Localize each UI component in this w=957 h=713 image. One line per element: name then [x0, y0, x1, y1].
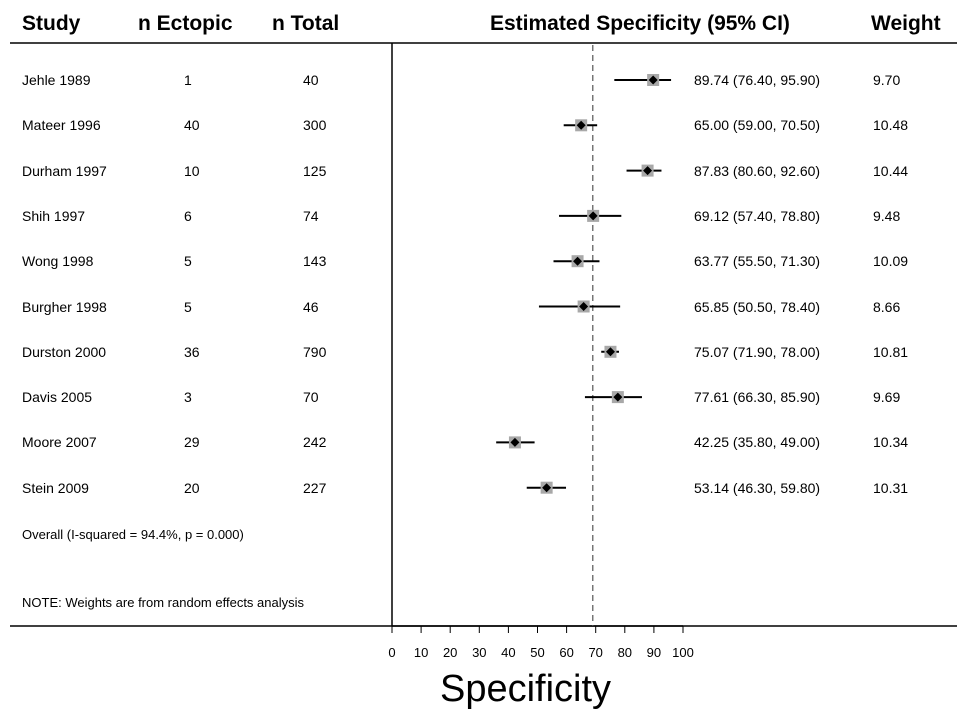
header-n-ectopic: n Ectopic: [138, 12, 233, 35]
study-name: Jehle 1989: [22, 72, 91, 88]
header-estimate: Estimated Specificity (95% CI): [490, 12, 790, 35]
study-name: Stein 2009: [22, 479, 89, 496]
weight-value: 10.09: [873, 253, 909, 270]
header-study: Study: [22, 12, 81, 35]
point-estimate: [643, 166, 653, 176]
study-name: Burgher 1998: [22, 298, 107, 315]
ci-text: 42.25 (35.80, 49.00): [694, 434, 821, 451]
ci-text: 65.00 (59.00, 70.50): [694, 117, 821, 134]
weight-value: 10.31: [873, 479, 909, 496]
n-total-value: 40: [303, 72, 319, 88]
point-estimate: [542, 483, 552, 493]
study-name: Durston 2000: [22, 343, 107, 360]
n-total-value: 46: [303, 298, 319, 315]
n-ectopic-value: 3: [184, 389, 192, 406]
x-tick-label: 50: [530, 645, 544, 660]
weight-value: 10.81: [873, 343, 909, 360]
ci-text: 77.61 (66.30, 85.90): [694, 389, 821, 406]
x-tick-label: 30: [472, 645, 486, 660]
n-total-value: 227: [303, 479, 327, 496]
n-ectopic-value: 36: [184, 343, 200, 360]
study-name: Mateer 1996: [22, 117, 101, 134]
ci-text: 69.12 (57.40, 78.80): [694, 207, 821, 224]
n-ectopic-value: 5: [184, 298, 192, 315]
point-estimate: [648, 75, 658, 85]
x-tick-label: 100: [672, 645, 694, 660]
point-estimate: [613, 392, 623, 402]
weight-value: 10.34: [873, 434, 909, 451]
n-total-value: 70: [303, 389, 319, 406]
x-tick-label: 90: [647, 645, 661, 660]
n-total-value: 242: [303, 434, 327, 451]
study-name: Durham 1997: [22, 162, 107, 179]
n-total-value: 74: [303, 207, 319, 224]
header-weight: Weight: [871, 12, 941, 35]
weight-value: 10.44: [873, 162, 909, 179]
ci-text: 53.14 (46.30, 59.80): [694, 479, 821, 496]
point-estimate: [605, 347, 615, 357]
ci-text: 87.83 (80.60, 92.60): [694, 162, 821, 179]
x-tick-label: 20: [443, 645, 457, 660]
study-name: Moore 2007: [22, 434, 97, 451]
n-ectopic-value: 6: [184, 207, 192, 224]
study-name: Wong 1998: [22, 253, 94, 270]
study-name: Shih 1997: [22, 207, 86, 224]
n-total-value: 143: [303, 253, 327, 270]
n-total-value: 125: [303, 162, 327, 179]
weights-note: NOTE: Weights are from random effects an…: [22, 595, 305, 610]
point-estimate: [510, 437, 520, 447]
point-estimate: [576, 120, 586, 130]
ci-text: 89.74 (76.40, 95.90): [694, 72, 821, 88]
n-total-value: 300: [303, 117, 327, 134]
n-ectopic-value: 1: [184, 72, 192, 88]
n-ectopic-value: 10: [184, 162, 200, 179]
ci-text: 63.77 (55.50, 71.30): [694, 253, 821, 270]
n-ectopic-value: 40: [184, 117, 200, 134]
ci-text: 65.85 (50.50, 78.40): [694, 298, 821, 315]
x-tick-label: 40: [501, 645, 515, 660]
x-tick-label: 0: [388, 645, 395, 660]
n-ectopic-value: 5: [184, 253, 192, 270]
weight-value: 9.48: [873, 207, 901, 224]
n-ectopic-value: 20: [184, 479, 200, 496]
weight-value: 8.66: [873, 298, 901, 315]
header-n-total: n Total: [272, 12, 340, 35]
x-tick-label: 10: [414, 645, 428, 660]
point-estimate: [579, 302, 589, 311]
x-tick-label: 60: [559, 645, 573, 660]
x-tick-label: 70: [588, 645, 602, 660]
ci-text: 75.07 (71.90, 78.00): [694, 343, 821, 360]
overall-label: Overall (I-squared = 94.4%, p = 0.000): [22, 527, 244, 542]
point-estimate: [588, 211, 598, 221]
n-ectopic-value: 29: [184, 434, 200, 451]
n-total-value: 790: [303, 343, 327, 360]
point-estimate: [573, 256, 583, 266]
study-name: Davis 2005: [22, 389, 93, 406]
x-axis-title: Specificity: [440, 668, 612, 710]
weight-value: 9.70: [873, 72, 901, 88]
x-tick-label: 80: [618, 645, 632, 660]
weight-value: 10.48: [873, 117, 909, 134]
weight-value: 9.69: [873, 389, 901, 406]
